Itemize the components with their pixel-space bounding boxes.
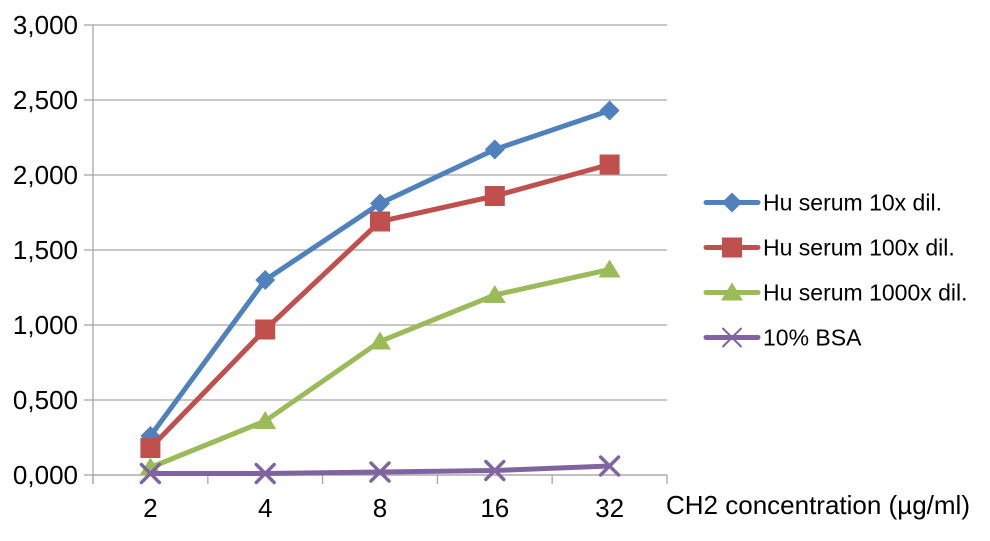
data-point-x [254,462,276,485]
x-tick-label: 8 [373,493,387,523]
legend-marker-x [722,327,742,348]
legend-label: Hu serum 10x dil. [763,190,942,216]
data-point-x [369,461,391,483]
y-tick-label: 1,000 [13,310,78,340]
series-line-1 [147,108,613,439]
data-point-diamond [255,270,276,290]
y-tick-label: 1,500 [13,235,78,265]
x-tick-label: 16 [480,493,509,523]
series-line-3 [147,267,613,470]
legend-label: Hu serum 100x dil. [763,235,955,261]
x-tick-label: 32 [595,493,624,523]
legend-marker-square [722,237,742,258]
data-point-square [255,319,276,340]
data-point-square [140,438,161,458]
data-point-triangle [598,259,621,278]
x-tick-label: 4 [258,493,272,523]
legend-label: 10% BSA [763,325,862,351]
data-point-diamond [370,193,390,214]
data-point-x [139,462,162,485]
data-point-x [484,459,506,482]
legend-label: Hu serum 1000x dil. [763,280,968,306]
x-tick-label: 2 [143,493,157,523]
data-point-x [598,455,621,477]
y-tick-label: 0,000 [13,460,78,490]
legend-marker-diamond [722,192,742,213]
data-point-diamond [599,100,620,121]
legend-marker-triangle [721,282,743,301]
data-point-triangle [483,285,506,303]
x-axis-title: CH2 concentration (µg/ml) [666,490,970,520]
y-tick-label: 2,000 [13,160,78,190]
y-tick-label: 2,500 [13,85,78,115]
data-point-triangle [369,331,391,350]
data-point-diamond [484,139,505,160]
data-point-square [370,211,390,232]
data-point-square [599,154,620,175]
y-tick-label: 0,500 [13,385,78,415]
y-tick-label: 3,000 [13,10,78,40]
data-point-square [484,186,505,206]
data-point-triangle [254,411,277,429]
